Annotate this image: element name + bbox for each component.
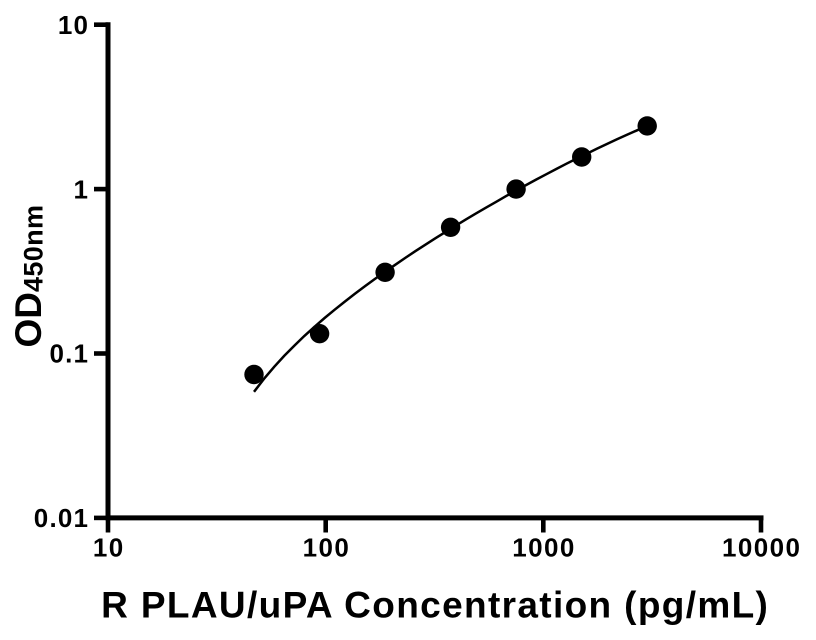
svg-text:0.01: 0.01 (34, 503, 89, 533)
svg-text:0.1: 0.1 (49, 339, 89, 369)
svg-text:100: 100 (303, 532, 351, 562)
svg-text:10: 10 (58, 10, 89, 40)
svg-text:10000: 10000 (722, 532, 801, 562)
svg-text:R PLAU/uPA Concentration (pg/m: R PLAU/uPA Concentration (pg/mL) (101, 585, 769, 626)
svg-text:1000: 1000 (512, 532, 575, 562)
svg-text:1: 1 (74, 174, 90, 204)
svg-text:10: 10 (93, 532, 125, 562)
